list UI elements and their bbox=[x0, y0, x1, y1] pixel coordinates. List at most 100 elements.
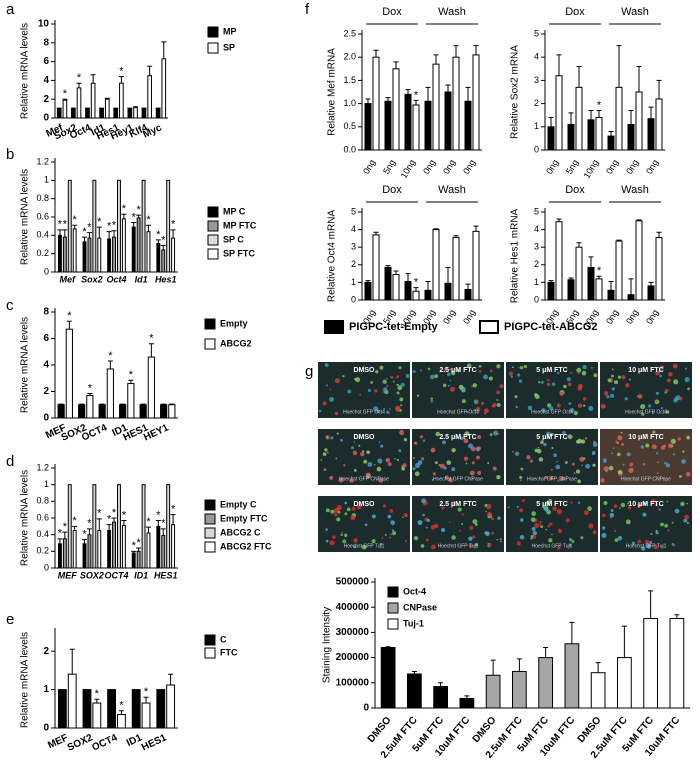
cell bbox=[499, 538, 502, 541]
cell bbox=[414, 471, 420, 477]
bar bbox=[92, 179, 97, 273]
error-bar bbox=[86, 528, 92, 535]
error-bar bbox=[82, 539, 88, 544]
significance-mark: * bbox=[87, 518, 92, 530]
cell bbox=[340, 533, 343, 537]
cell bbox=[391, 531, 397, 536]
bar bbox=[627, 294, 635, 301]
cell bbox=[552, 506, 557, 511]
error-bar bbox=[76, 82, 82, 88]
stain-label: Hoechst GFP Oct4 bbox=[625, 409, 667, 415]
bar bbox=[104, 98, 110, 119]
error-bar bbox=[490, 659, 496, 676]
legend-swatch bbox=[207, 26, 219, 38]
cell bbox=[658, 508, 661, 511]
error-bar bbox=[445, 266, 451, 284]
condition-label: 5 μM FTC bbox=[536, 434, 568, 441]
bar bbox=[57, 234, 62, 273]
x-tick-label: 5ng bbox=[381, 158, 397, 176]
cell bbox=[665, 463, 671, 468]
bar bbox=[161, 249, 166, 273]
cell bbox=[335, 457, 338, 460]
cell bbox=[516, 541, 521, 546]
cell bbox=[499, 384, 504, 389]
cell bbox=[457, 507, 462, 512]
cell bbox=[510, 375, 513, 378]
error-bar bbox=[465, 86, 471, 102]
cell bbox=[540, 440, 544, 445]
significance-mark: * bbox=[171, 219, 176, 231]
legend-label: Tuj-1 bbox=[403, 618, 424, 628]
y-tick-label: 1 bbox=[43, 684, 49, 695]
error-bar bbox=[160, 528, 166, 536]
bar bbox=[99, 108, 104, 119]
bar bbox=[141, 108, 147, 119]
cell bbox=[602, 526, 606, 530]
legend-swatch bbox=[204, 634, 216, 646]
cell bbox=[442, 383, 447, 388]
condition-label: 5 μM FTC bbox=[536, 367, 568, 374]
cell bbox=[354, 377, 358, 381]
error-bar bbox=[69, 648, 75, 675]
cell bbox=[382, 504, 387, 508]
legend-swatch bbox=[204, 338, 216, 350]
panel-letter: b bbox=[6, 146, 14, 163]
cell bbox=[403, 437, 408, 442]
legend-label: ABCG2 bbox=[220, 338, 252, 348]
cell bbox=[659, 365, 665, 370]
cell bbox=[545, 528, 548, 531]
significance-mark: * bbox=[58, 219, 63, 231]
y-tick-label: 3 bbox=[351, 242, 356, 252]
significance-mark: * bbox=[97, 216, 102, 228]
cell bbox=[420, 369, 423, 372]
error-bar bbox=[155, 239, 161, 244]
bar bbox=[82, 241, 87, 273]
error-bar bbox=[656, 79, 662, 99]
cell bbox=[620, 502, 626, 508]
error-bar bbox=[136, 547, 142, 552]
cell bbox=[461, 513, 464, 516]
bar bbox=[635, 220, 643, 301]
cell bbox=[340, 531, 343, 534]
cell bbox=[551, 382, 556, 386]
error-bar bbox=[405, 273, 411, 282]
bar bbox=[617, 657, 632, 709]
cell bbox=[322, 401, 327, 406]
cell bbox=[577, 403, 583, 408]
error-bar bbox=[160, 244, 166, 250]
cell bbox=[613, 529, 617, 532]
cell bbox=[660, 522, 664, 527]
legend-swatch bbox=[207, 42, 219, 54]
cell bbox=[496, 390, 500, 395]
cell bbox=[343, 464, 346, 467]
bar bbox=[161, 58, 167, 119]
error-bar bbox=[674, 614, 680, 619]
cell bbox=[628, 468, 634, 474]
cell bbox=[550, 370, 553, 373]
cell bbox=[626, 502, 629, 505]
cell bbox=[417, 520, 423, 526]
cell bbox=[575, 469, 581, 474]
bar bbox=[444, 91, 452, 151]
cell bbox=[582, 397, 587, 401]
y-tick-label: 0 bbox=[43, 723, 49, 734]
cell bbox=[392, 380, 395, 383]
error-bar bbox=[118, 76, 124, 84]
y-tick-label: 200000 bbox=[336, 652, 370, 663]
cell bbox=[441, 506, 445, 510]
cell bbox=[477, 434, 482, 439]
bar bbox=[121, 218, 126, 273]
error-bar bbox=[62, 229, 68, 238]
cell bbox=[480, 401, 485, 405]
cell bbox=[487, 542, 490, 545]
cell bbox=[487, 511, 492, 517]
bar bbox=[92, 484, 97, 569]
y-axis-label: Relative mRNA levels bbox=[20, 169, 31, 265]
condition-label: 10 μM FTC bbox=[628, 501, 663, 508]
cell bbox=[655, 452, 659, 455]
cell bbox=[487, 461, 490, 464]
cell bbox=[404, 540, 408, 543]
y-tick-label: 300000 bbox=[336, 627, 370, 638]
cell bbox=[549, 476, 554, 481]
